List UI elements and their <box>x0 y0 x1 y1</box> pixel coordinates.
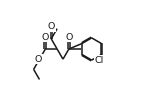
Text: O: O <box>35 55 42 64</box>
Text: Cl: Cl <box>95 56 104 65</box>
Text: O: O <box>48 22 55 31</box>
Text: O: O <box>42 33 49 42</box>
Text: O: O <box>65 33 73 42</box>
